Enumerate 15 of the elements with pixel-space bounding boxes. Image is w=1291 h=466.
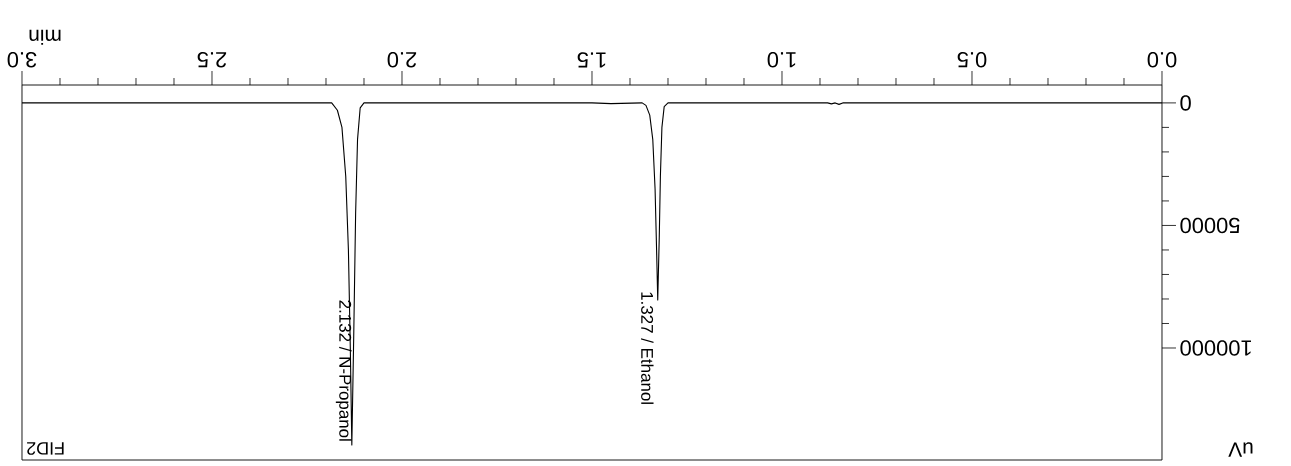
annotation: FID2 (27, 442, 64, 455)
x-tick-label: 1.5 (577, 52, 606, 68)
annotation: 2.132 / N-Propanol (335, 300, 352, 441)
x-tick-label: 2.0 (387, 51, 417, 68)
y-tick-label: 0 (1180, 95, 1191, 111)
x-tick-label: 3.0 (7, 51, 37, 68)
x-tick-label: 0.5 (957, 51, 987, 68)
x-axis-title: min (29, 29, 61, 45)
x-tick-label: 0.0 (1147, 51, 1177, 68)
x-tick-label: 2.5 (197, 51, 227, 68)
y-tick-label: 50000 (1180, 217, 1240, 234)
y-axis-title: uV (1228, 442, 1253, 457)
x-tick-label: 1.0 (767, 51, 796, 68)
y-tick-label: 100000 (1180, 340, 1251, 356)
annotation: 1.327 / Ethanol (641, 292, 654, 404)
